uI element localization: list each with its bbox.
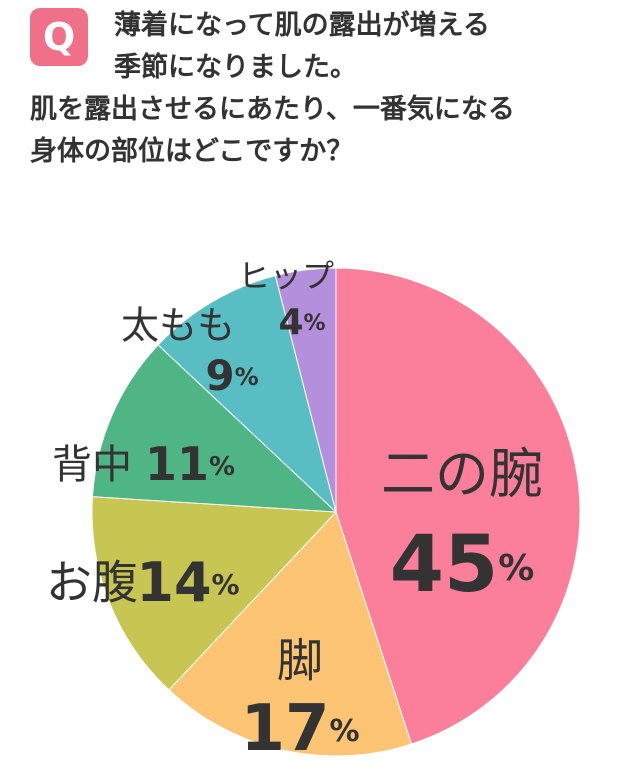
slice-label-back: 背中 (52, 442, 132, 488)
question-badge-letter: Q (42, 15, 76, 59)
slice-value-number: 9 (205, 351, 234, 400)
pie-slice-back (91, 344, 338, 513)
slice-label-legs: 脚 (277, 634, 323, 688)
pie-slice-thighs (157, 275, 337, 514)
question-line-3: 肌を露出させるにあたり、一番気になる (30, 94, 515, 125)
slice-label-upper-arm: 二の腕 (381, 443, 543, 506)
slice-value-number: 11 (145, 437, 209, 491)
question-line-2: 季節になりました。 (114, 52, 357, 83)
slice-value-back: 11% (145, 437, 235, 491)
question-line-1: 薄着になって肌の露出が増える (114, 10, 490, 41)
slice-value-number: 17 (240, 692, 329, 766)
slice-value-unit: % (304, 311, 326, 336)
pie-slice-upper-arm (335, 267, 581, 745)
pie-slice-belly (91, 496, 338, 691)
pie-slice-legs (168, 511, 413, 757)
question-line-4: 身体の部位はどこですか？ (30, 136, 354, 167)
slice-value-unit: % (212, 568, 240, 601)
slice-value-number: 14 (136, 551, 211, 614)
pie-slice-hips (274, 267, 337, 513)
slice-value-number: 45 (390, 520, 499, 610)
slice-value-unit: % (235, 363, 259, 391)
slice-value-hips: 4% (278, 302, 325, 343)
slice-label-hips: ヒップ (238, 257, 334, 295)
question-badge: Q (30, 8, 88, 66)
slice-value-unit: % (209, 452, 235, 482)
pie-slices (91, 267, 581, 757)
slice-label-thighs: 太もも (121, 304, 235, 348)
slice-value-thighs: 9% (205, 351, 258, 400)
slice-value-upper-arm: 45% (390, 520, 535, 610)
slice-value-legs: 17% (240, 692, 359, 766)
slice-value-unit: % (330, 714, 360, 749)
slice-value-unit: % (498, 548, 534, 589)
slice-label-belly: お腹 (46, 556, 138, 610)
slice-value-number: 4 (278, 302, 303, 343)
slice-value-belly: 14% (136, 551, 239, 614)
